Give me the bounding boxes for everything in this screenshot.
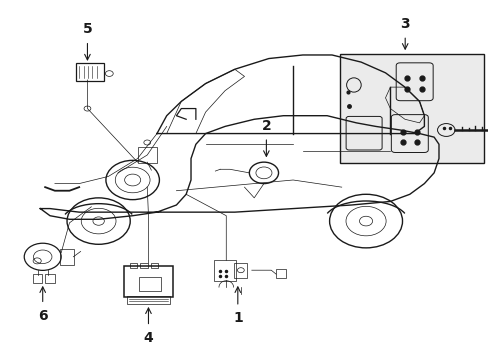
FancyBboxPatch shape (340, 54, 483, 163)
Text: 1: 1 (232, 311, 242, 325)
Text: 5: 5 (82, 22, 92, 36)
Text: 2: 2 (261, 119, 271, 133)
Text: 6: 6 (38, 309, 47, 323)
Text: 3: 3 (400, 17, 409, 31)
Text: 4: 4 (143, 331, 153, 345)
